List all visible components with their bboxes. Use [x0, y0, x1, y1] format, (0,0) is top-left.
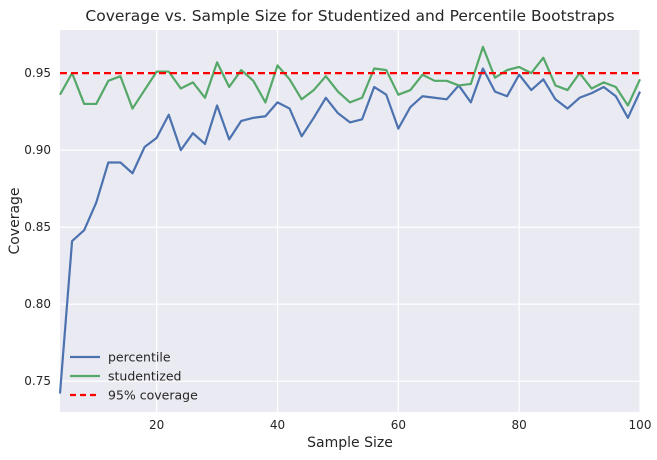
- series-layer: [58, 45, 641, 394]
- x-tick-label: 60: [391, 418, 406, 432]
- y-tick-label: 0.75: [24, 374, 51, 388]
- legend: percentile studentized 95% coverage: [70, 350, 198, 403]
- legend-label-coverage: 95% coverage: [108, 388, 198, 403]
- x-tick-label: 100: [629, 418, 652, 432]
- legend-label-studentized: studentized: [108, 369, 181, 384]
- y-tick-label: 0.95: [24, 66, 51, 80]
- x-tick-label: 40: [270, 418, 285, 432]
- y-tick-label: 0.85: [24, 220, 51, 234]
- series-line-studentized: [59, 45, 641, 110]
- y-tick-label: 0.90: [24, 143, 51, 157]
- series-line-percentile: [58, 67, 641, 394]
- y-tick-labels: 0.75 0.80 0.85 0.90 0.95: [24, 66, 51, 388]
- legend-label-percentile: percentile: [108, 350, 171, 365]
- x-tick-labels: 20 40 60 80 100: [149, 418, 651, 432]
- x-axis-label: Sample Size: [307, 435, 393, 451]
- chart-title: Coverage vs. Sample Size for Studentized…: [85, 7, 614, 25]
- x-tick-label: 20: [149, 418, 164, 432]
- y-axis-label: Coverage: [7, 187, 23, 254]
- x-tick-label: 80: [512, 418, 527, 432]
- y-tick-label: 0.80: [24, 297, 51, 311]
